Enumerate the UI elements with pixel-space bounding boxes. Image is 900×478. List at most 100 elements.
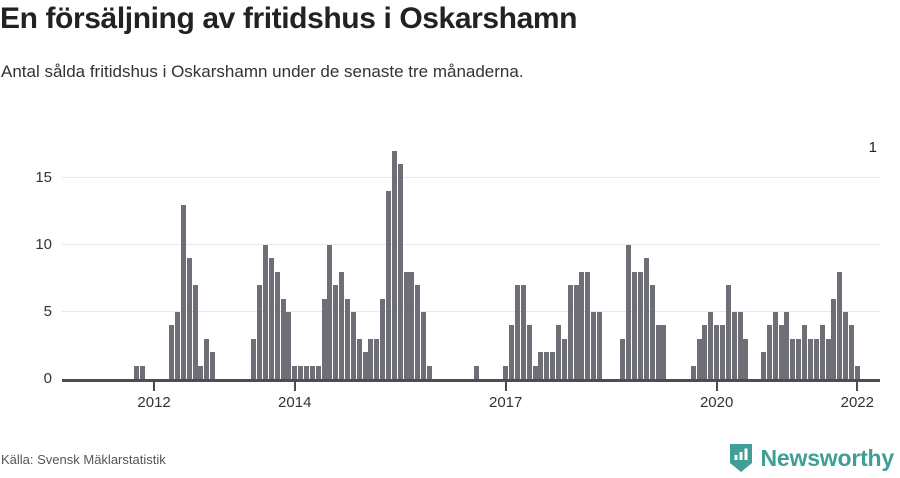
x-axis-tick-mark [293, 382, 296, 391]
bar [843, 311, 849, 379]
bar [696, 338, 702, 379]
bar [626, 244, 632, 379]
bar [579, 271, 585, 379]
bar [204, 338, 210, 379]
logo-wordmark: Newsworthy [760, 444, 895, 471]
y-axis-tick-label: 0 [43, 370, 52, 387]
bar [374, 338, 380, 379]
bar [344, 298, 350, 379]
bar [725, 285, 731, 379]
bar [251, 338, 257, 379]
bar [286, 311, 292, 379]
bar [262, 244, 268, 379]
bar [514, 285, 520, 379]
bar [280, 298, 286, 379]
bar [555, 325, 561, 379]
bar [210, 352, 216, 379]
bar [720, 325, 726, 379]
source-caption: Källa: Svensk Mäklarstatistik [1, 452, 166, 467]
bar-value-label: 1 [868, 139, 877, 156]
bar [649, 285, 655, 379]
bar [802, 325, 808, 379]
bar [520, 285, 526, 379]
bar [321, 298, 327, 379]
bar [661, 325, 667, 379]
bar [198, 365, 204, 379]
x-axis-tick-label: 2020 [699, 394, 734, 411]
bar [532, 365, 538, 379]
bar [303, 365, 309, 379]
bar [415, 285, 421, 379]
gridline [62, 176, 880, 178]
bar-series: 1 [62, 140, 880, 379]
x-axis-tick-mark [715, 382, 718, 391]
y-axis-tick-label: 5 [43, 302, 52, 320]
bar [731, 311, 737, 379]
newsworthy-logo: Newsworthy [728, 443, 894, 473]
plot-area: 1 [62, 140, 880, 385]
bar [807, 338, 813, 379]
bar [526, 325, 532, 379]
bar [778, 325, 784, 379]
bar [268, 258, 274, 379]
bar [403, 271, 409, 379]
x-axis-ticks: 2012 2014 2017 2020 2022 [62, 379, 880, 419]
bar [473, 365, 479, 379]
bar [585, 271, 591, 379]
bar [186, 258, 192, 379]
bar [854, 365, 860, 379]
x-axis-line [62, 379, 880, 382]
bar [550, 352, 556, 379]
gridline [62, 310, 880, 312]
bar [591, 311, 597, 379]
bar [837, 271, 843, 379]
x-axis-tick-label: 2017 [489, 394, 523, 411]
x-axis-tick-label: 2012 [137, 394, 171, 411]
bar [708, 311, 714, 379]
bar [632, 271, 638, 379]
bar [766, 325, 772, 379]
bar [380, 298, 386, 379]
bar [714, 325, 720, 379]
bar [743, 338, 749, 379]
bar [538, 352, 544, 379]
bar [561, 338, 567, 379]
bar [427, 365, 433, 379]
bar [643, 258, 649, 379]
bar [620, 338, 626, 379]
bar [421, 311, 427, 379]
bar [825, 338, 831, 379]
bar [596, 311, 602, 379]
bar [139, 365, 145, 379]
bar [175, 311, 181, 379]
bar [298, 365, 304, 379]
bar [409, 271, 415, 379]
bar [169, 325, 175, 379]
newsworthy-bar-chart-pin-icon [728, 443, 754, 473]
bar [391, 151, 397, 379]
x-axis-tick-mark [153, 382, 156, 391]
bar [257, 285, 263, 379]
bar [637, 271, 643, 379]
bar [690, 365, 696, 379]
bar [192, 285, 198, 379]
y-axis-labels: 0 5 10 15 [0, 140, 52, 387]
bar [356, 338, 362, 379]
bar [397, 164, 403, 379]
bar [350, 311, 356, 379]
bar [339, 271, 345, 379]
bar [796, 338, 802, 379]
bar [333, 285, 339, 379]
bar [848, 325, 854, 379]
x-axis-tick-label: 2014 [278, 394, 312, 411]
bar [819, 325, 825, 379]
bar [813, 338, 819, 379]
bar [315, 365, 321, 379]
bar [790, 338, 796, 379]
bar [292, 365, 298, 379]
x-axis-tick-label: 2022 [840, 394, 874, 411]
bar [327, 244, 333, 379]
y-axis-tick-label: 10 [35, 235, 52, 253]
bar [134, 365, 140, 379]
bar [567, 285, 573, 379]
